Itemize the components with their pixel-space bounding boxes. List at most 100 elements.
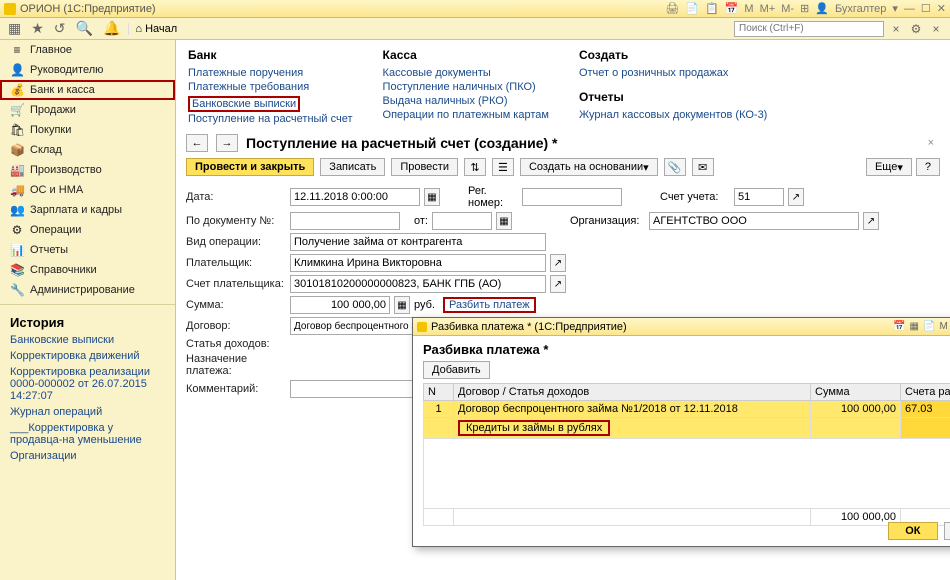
from-date-input[interactable] [432,212,492,230]
link-payment-requests[interactable]: Платежные требования [188,80,353,94]
history-icon[interactable]: ↺ [54,20,66,37]
sidebar-item-7[interactable]: 🚚ОС и НМА [0,180,175,200]
sidebar-item-11[interactable]: 📚Справочники [0,260,175,280]
optype-input[interactable] [290,233,546,251]
sidebar-item-2[interactable]: 💰Банк и касса [0,80,175,100]
group-bank-title: Банк [188,48,353,62]
regnum-label: Рег. номер: [468,185,518,209]
user-icon[interactable]: 👤 [815,2,829,15]
link-card-ops[interactable]: Операции по платежным картам [383,108,549,122]
fav-icon[interactable]: ⊞ [800,2,809,15]
panel-close-icon[interactable]: × [928,21,944,37]
grid-icon[interactable]: ▦ [8,20,21,37]
dropdown-icon[interactable]: ▾ [892,2,898,15]
table-row-article[interactable]: Кредиты и займы в рублях [424,418,950,439]
more-button[interactable]: Еще ▾ [866,158,912,176]
mail-icon[interactable]: ✉ [692,158,714,176]
sidebar-item-5[interactable]: 📦Склад [0,140,175,160]
sidebar-item-9[interactable]: ⚙Операции [0,220,175,240]
history-item-1[interactable]: Корректировка движений [0,348,175,364]
sidebar-item-10[interactable]: 📊Отчеты [0,240,175,260]
modal-cancel-button[interactable]: Отмена [944,522,950,540]
structure-icon[interactable]: ☰ [492,158,514,176]
link-cash-docs[interactable]: Кассовые документы [383,66,549,80]
copy-icon[interactable]: 📋 [705,2,719,15]
sidebar-item-3[interactable]: 🛒Продажи [0,100,175,120]
maximize-icon[interactable]: ☐ [921,2,931,15]
payeracc-input[interactable] [290,275,546,293]
doc-icon[interactable]: 📄 [685,2,699,15]
docnum-input[interactable] [290,212,400,230]
link-incoming-payment[interactable]: Поступление на расчетный счет [188,112,353,126]
org-input[interactable] [649,212,859,230]
sidebar-item-4[interactable]: 🛍Покупки [0,120,175,140]
history-item-5[interactable]: Организации [0,448,175,464]
link-payment-orders[interactable]: Платежные поручения [188,66,353,80]
mplus-icon[interactable]: M+ [760,3,776,15]
account-open-icon[interactable]: ↗ [788,188,804,206]
account-input[interactable] [734,188,784,206]
history-item-2[interactable]: Корректировка реализации 0000-000002 от … [0,364,175,404]
mminus-icon[interactable]: M- [781,3,794,15]
global-search-input[interactable] [734,21,884,37]
save-button[interactable]: Записать [320,158,385,176]
sidebar-item-8[interactable]: 👥Зарплата и кадры [0,200,175,220]
link-cash-journal[interactable]: Журнал кассовых документов (КО-3) [579,108,767,122]
nav-fwd-button[interactable]: → [216,134,238,152]
date-input[interactable] [290,188,420,206]
minimize-icon[interactable]: — [904,3,915,15]
regnum-input[interactable] [522,188,622,206]
link-bank-statements[interactable]: Банковские выписки [188,96,300,112]
link-cash-in[interactable]: Поступление наличных (ПКО) [383,80,549,94]
settings-icon[interactable]: ⚙ [908,21,924,37]
date-picker-icon[interactable]: ▦ [424,188,440,206]
payeracc-open-icon[interactable]: ↗ [550,275,566,293]
calc-icon[interactable]: 📅 [725,2,739,15]
sidebar-item-0[interactable]: ≡Главное [0,40,175,60]
sum-label: Сумма: [186,299,286,311]
link-cash-out[interactable]: Выдача наличных (РКО) [383,94,549,108]
close-icon[interactable]: ✕ [937,2,946,15]
nav-label: Производство [30,164,102,176]
m-icon[interactable]: M [744,3,753,15]
sidebar-item-12[interactable]: 🔧Администрирование [0,280,175,300]
link-retail-report[interactable]: Отчет о розничных продажах [579,66,767,80]
col-acct: Счета расчетов [901,384,950,401]
post-and-close-button[interactable]: Провести и закрыть [186,158,314,176]
history-item-4[interactable]: ___Корректировка у продавца-на уменьшени… [0,420,175,448]
org-open-icon[interactable]: ↗ [863,212,879,230]
modal-add-button[interactable]: Добавить [423,361,490,379]
split-payment-link[interactable]: Разбить платеж [443,297,536,313]
sidebar-item-6[interactable]: 🏭Производство [0,160,175,180]
history-item-0[interactable]: Банковские выписки [0,332,175,348]
history-item-3[interactable]: Журнал операций [0,404,175,420]
modal-doc-icon[interactable]: 📄 [923,321,935,332]
bell-icon[interactable]: 🔔 [103,20,120,37]
modal-ok-button[interactable]: ОК [888,522,937,540]
payer-open-icon[interactable]: ↗ [550,254,566,272]
attach-icon[interactable]: 📎 [664,158,686,176]
search-clear-icon[interactable]: × [888,21,904,37]
nav-label: Покупки [30,124,71,136]
nav-back-button[interactable]: ← [186,134,208,152]
payer-input[interactable] [290,254,546,272]
create-based-button[interactable]: Создать на основании ▾ [520,158,658,176]
post-button[interactable]: Провести [391,158,458,176]
sidebar-item-1[interactable]: 👤Руководителю [0,60,175,80]
print-icon[interactable]: 🖨 [665,2,679,15]
home-button[interactable]: ⌂ Начал [128,23,183,35]
modal-grid-icon[interactable]: ▦ [910,321,919,332]
search-icon[interactable]: 🔍 [76,20,93,37]
modal-m-icon[interactable]: M [939,321,947,332]
sum-calc-icon[interactable]: ▦ [394,296,410,314]
date-label: Дата: [186,191,286,203]
modal-calc-icon[interactable]: 📅 [893,321,905,332]
sum-input[interactable] [290,296,390,314]
form-close-icon[interactable]: × [928,137,940,149]
from-date-picker-icon[interactable]: ▦ [496,212,512,230]
purpose-label: Назначение платежа: [186,353,286,377]
movements-icon[interactable]: ⇅ [464,158,486,176]
table-row[interactable]: 1 Договор беспроцентного займа №1/2018 о… [424,401,950,418]
help-button[interactable]: ? [916,158,940,176]
star-icon[interactable]: ★ [31,20,44,37]
